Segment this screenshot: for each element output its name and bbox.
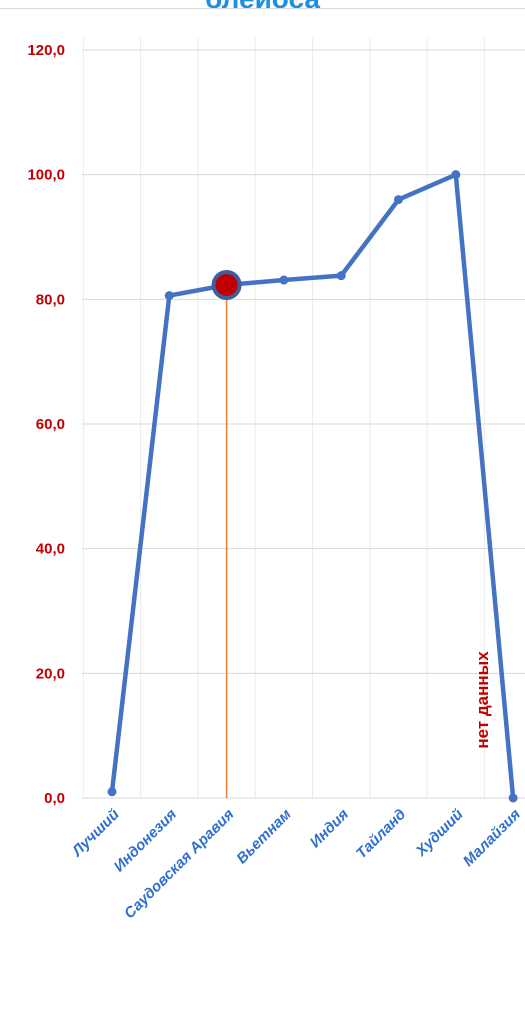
- x-tick-label: Худший: [412, 806, 467, 861]
- top-divider: [0, 8, 525, 9]
- data-point: [279, 275, 289, 285]
- series-line: [109, 172, 516, 801]
- y-tick-label: 0,0: [44, 790, 65, 807]
- data-point: [336, 271, 346, 281]
- x-tick-label: Вьетнам: [233, 806, 294, 867]
- highlight-marker-group: [211, 269, 242, 300]
- series-group: [109, 172, 516, 801]
- no-data-annotation: нет данных: [473, 651, 492, 749]
- vertical-grid: [82, 38, 485, 798]
- y-tick-label: 60,0: [36, 416, 65, 433]
- data-point: [451, 170, 461, 180]
- y-tick-label: 20,0: [36, 665, 65, 682]
- y-tick-label: 100,0: [27, 167, 65, 184]
- chart-title: блеиоса: [0, 0, 525, 15]
- x-tick-label: Малайзия: [460, 806, 524, 870]
- data-point: [394, 195, 403, 205]
- x-tick-label: Лучший: [68, 806, 123, 861]
- y-tick-label: 80,0: [36, 291, 65, 308]
- highlight-marker: [215, 273, 238, 296]
- data-point: [107, 787, 117, 797]
- y-tick-label: 40,0: [36, 541, 65, 558]
- horizontal-grid: [82, 49, 525, 799]
- x-tick-label: Индия: [307, 806, 352, 851]
- y-axis-tick-labels: 0,0 20,0 40,0 60,0 80,0 100,0 120,0: [27, 42, 65, 807]
- x-tick-label: Саудовская Аравия: [121, 806, 238, 923]
- data-point: [508, 793, 518, 803]
- annotation-group: нет данных: [473, 651, 492, 749]
- data-point: [164, 291, 174, 301]
- x-tick-label: Тайланд: [353, 806, 409, 862]
- y-tick-label: 120,0: [27, 42, 65, 59]
